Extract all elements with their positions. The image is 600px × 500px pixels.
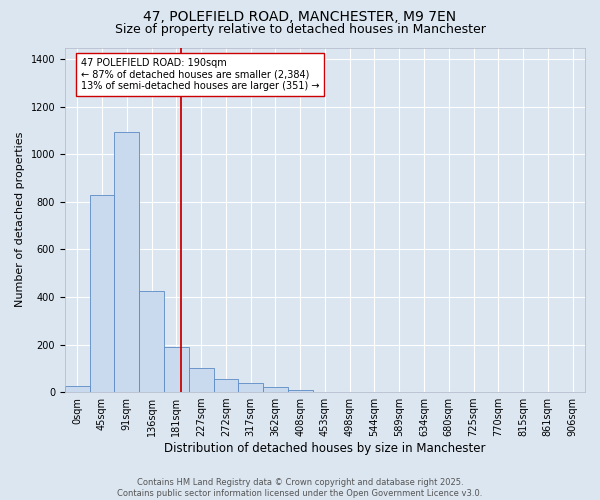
Bar xyxy=(238,382,263,392)
Text: 47 POLEFIELD ROAD: 190sqm
← 87% of detached houses are smaller (2,384)
13% of se: 47 POLEFIELD ROAD: 190sqm ← 87% of detac… xyxy=(80,58,319,91)
Bar xyxy=(263,387,288,392)
Bar xyxy=(139,291,164,392)
Y-axis label: Number of detached properties: Number of detached properties xyxy=(15,132,25,308)
Text: 47, POLEFIELD ROAD, MANCHESTER, M9 7EN: 47, POLEFIELD ROAD, MANCHESTER, M9 7EN xyxy=(143,10,457,24)
Bar xyxy=(65,386,89,392)
Bar xyxy=(189,368,214,392)
Bar xyxy=(115,132,139,392)
X-axis label: Distribution of detached houses by size in Manchester: Distribution of detached houses by size … xyxy=(164,442,486,455)
Bar xyxy=(214,379,238,392)
Bar xyxy=(164,347,189,392)
Text: Size of property relative to detached houses in Manchester: Size of property relative to detached ho… xyxy=(115,22,485,36)
Bar xyxy=(89,195,115,392)
Bar xyxy=(288,390,313,392)
Text: Contains HM Land Registry data © Crown copyright and database right 2025.
Contai: Contains HM Land Registry data © Crown c… xyxy=(118,478,482,498)
